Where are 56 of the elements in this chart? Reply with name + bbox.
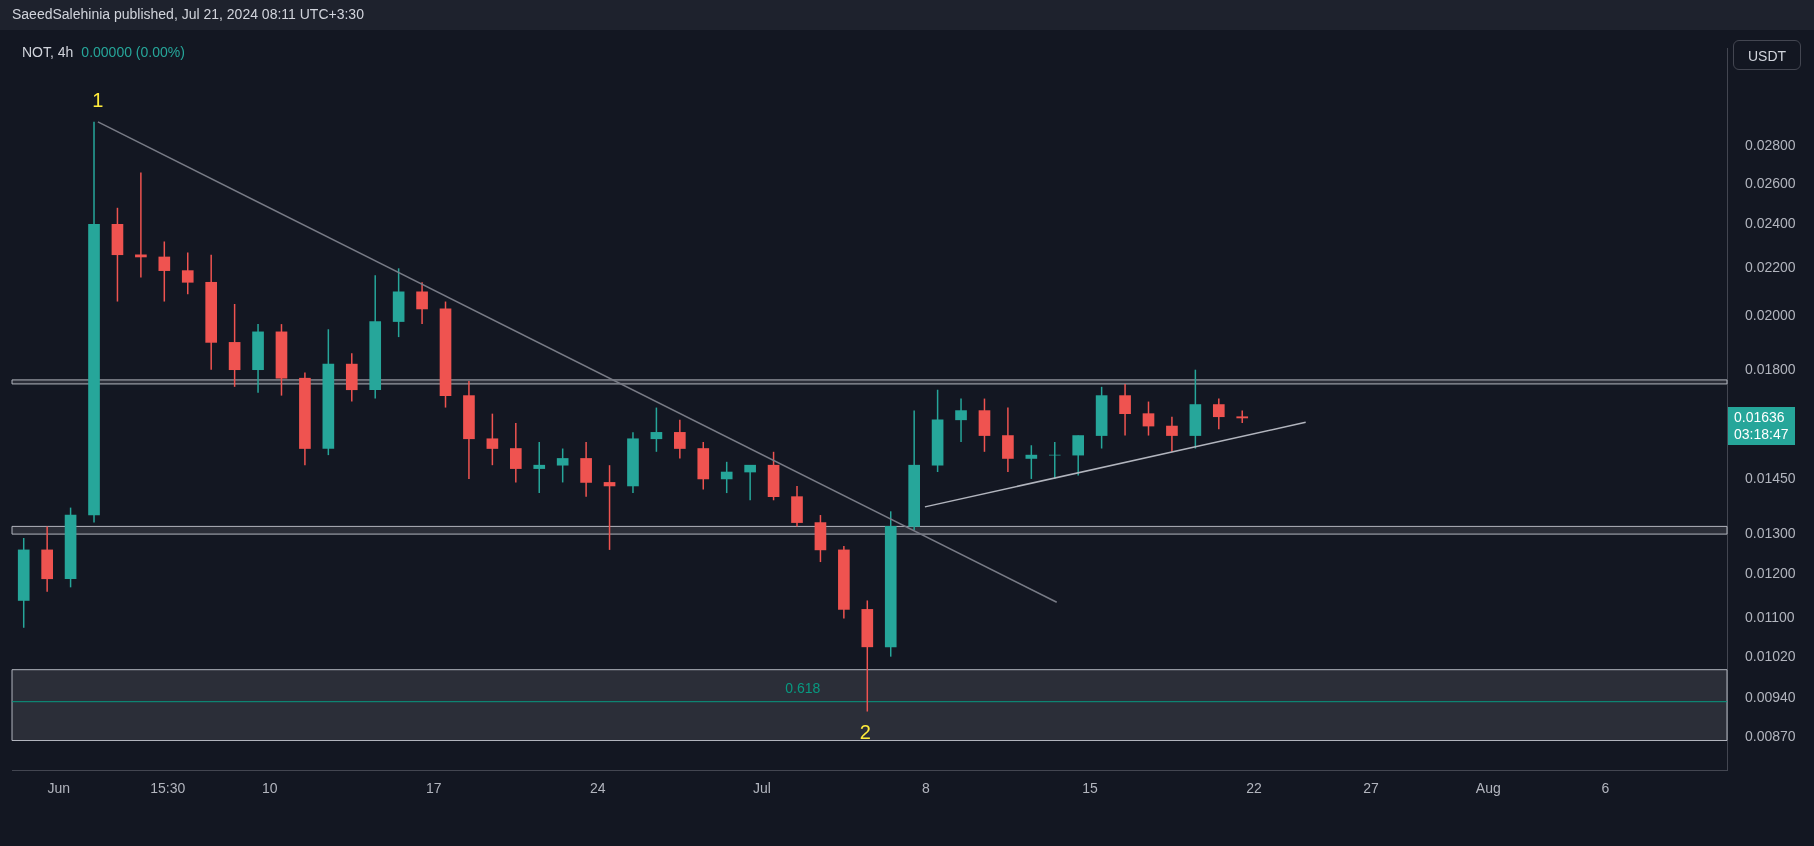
y-tick-label: 0.02200 — [1745, 259, 1796, 276]
y-tick-label: 0.01020 — [1745, 647, 1796, 664]
chart-title: NOT, 4h — [22, 44, 74, 60]
candlestick — [1166, 415, 1178, 453]
candlestick — [720, 461, 733, 494]
annotation: 2 — [859, 721, 871, 744]
x-tick-label: Aug — [1475, 780, 1501, 797]
x-tick-label: 17 — [426, 780, 442, 797]
x-tick-label: 6 — [1601, 780, 1610, 797]
candlestick — [181, 251, 194, 295]
x-tick-label: 10 — [261, 780, 278, 797]
x-tick-label: 15 — [1082, 780, 1098, 797]
candlestick — [603, 464, 616, 551]
y-tick-label: 0.00870 — [1745, 727, 1796, 744]
candlestick — [1142, 400, 1155, 437]
candlestick — [1025, 444, 1038, 480]
y-tick-label: 0.02600 — [1745, 174, 1796, 191]
candlestick — [1212, 397, 1225, 430]
y-tick-label: 0.01200 — [1745, 565, 1796, 582]
x-tick-label: 8 — [921, 780, 930, 797]
candlestick — [955, 397, 967, 443]
text: 03:18:47 — [1734, 425, 1789, 443]
candlestick — [416, 281, 428, 325]
text: SaeedSalehinia published, Jul 21, 2024 08:11 UTC+3:30 — [12, 6, 364, 22]
y-tick-label: 0.02800 — [1745, 137, 1796, 154]
y-tick-label: 0.02400 — [1745, 215, 1796, 232]
candlestick — [556, 447, 569, 484]
candlestick — [533, 441, 546, 494]
candlestick — [674, 419, 686, 460]
x-tick-label: 22 — [1246, 780, 1262, 797]
x-tick-label: 24 — [590, 780, 606, 797]
y-tick-label: 0.01100 — [1745, 609, 1795, 626]
y-tick-label: 0.01450 — [1745, 469, 1796, 486]
y-tick-label: 0.01800 — [1745, 360, 1796, 377]
y-axis-title: USDT — [1733, 40, 1801, 70]
chart-subtitle: 0.00000 (0.00%) — [81, 44, 185, 60]
candlestick — [135, 171, 147, 279]
candlestick — [1072, 434, 1085, 477]
candlestick — [158, 240, 171, 303]
x-tick-label: 27 — [1363, 780, 1380, 797]
text: 0.01636 — [1734, 408, 1786, 426]
annotation: 1 — [92, 89, 104, 112]
x-tick-label: Jun — [47, 780, 71, 797]
y-tick-label: 0.00940 — [1745, 688, 1796, 705]
candlestick — [1002, 406, 1014, 473]
y-tick-label: 0.01300 — [1745, 524, 1796, 541]
candlestick — [650, 406, 663, 453]
candlestick — [1119, 383, 1131, 437]
annotation: 0.618 — [785, 679, 821, 696]
x-tick-label: 15:30 — [150, 780, 186, 797]
candlestick — [744, 464, 756, 502]
y-tick-label: 0.02000 — [1745, 307, 1796, 324]
candlestick — [486, 412, 499, 466]
x-tick-label: Jul — [752, 780, 771, 797]
candlestick — [509, 422, 522, 484]
candlestick — [1236, 409, 1249, 424]
